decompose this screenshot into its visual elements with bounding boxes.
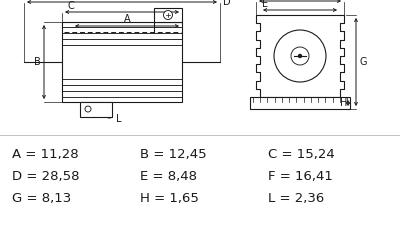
Bar xyxy=(80,102,112,117)
Text: A: A xyxy=(124,14,130,24)
Text: B: B xyxy=(34,57,41,67)
Text: A = 11,28: A = 11,28 xyxy=(12,148,79,161)
Text: F = 16,41: F = 16,41 xyxy=(268,170,333,183)
Text: H = 1,65: H = 1,65 xyxy=(140,192,199,205)
Text: L = 2,36: L = 2,36 xyxy=(268,192,324,205)
Circle shape xyxy=(274,30,326,82)
Text: D: D xyxy=(223,0,231,7)
Bar xyxy=(62,22,182,102)
Text: C: C xyxy=(67,1,74,11)
Text: E = 8,48: E = 8,48 xyxy=(140,170,197,183)
Text: C = 15,24: C = 15,24 xyxy=(268,148,335,161)
Circle shape xyxy=(85,106,91,112)
Circle shape xyxy=(291,47,309,65)
Text: G: G xyxy=(359,57,366,67)
Circle shape xyxy=(298,55,302,58)
Text: D = 28,58: D = 28,58 xyxy=(12,170,80,183)
Bar xyxy=(154,8,182,22)
Text: L: L xyxy=(108,114,122,124)
Bar xyxy=(250,97,350,109)
Text: E: E xyxy=(262,0,268,9)
Text: G = 8,13: G = 8,13 xyxy=(12,192,71,205)
Circle shape xyxy=(164,10,172,19)
Text: H: H xyxy=(340,98,347,108)
Text: B = 12,45: B = 12,45 xyxy=(140,148,207,161)
